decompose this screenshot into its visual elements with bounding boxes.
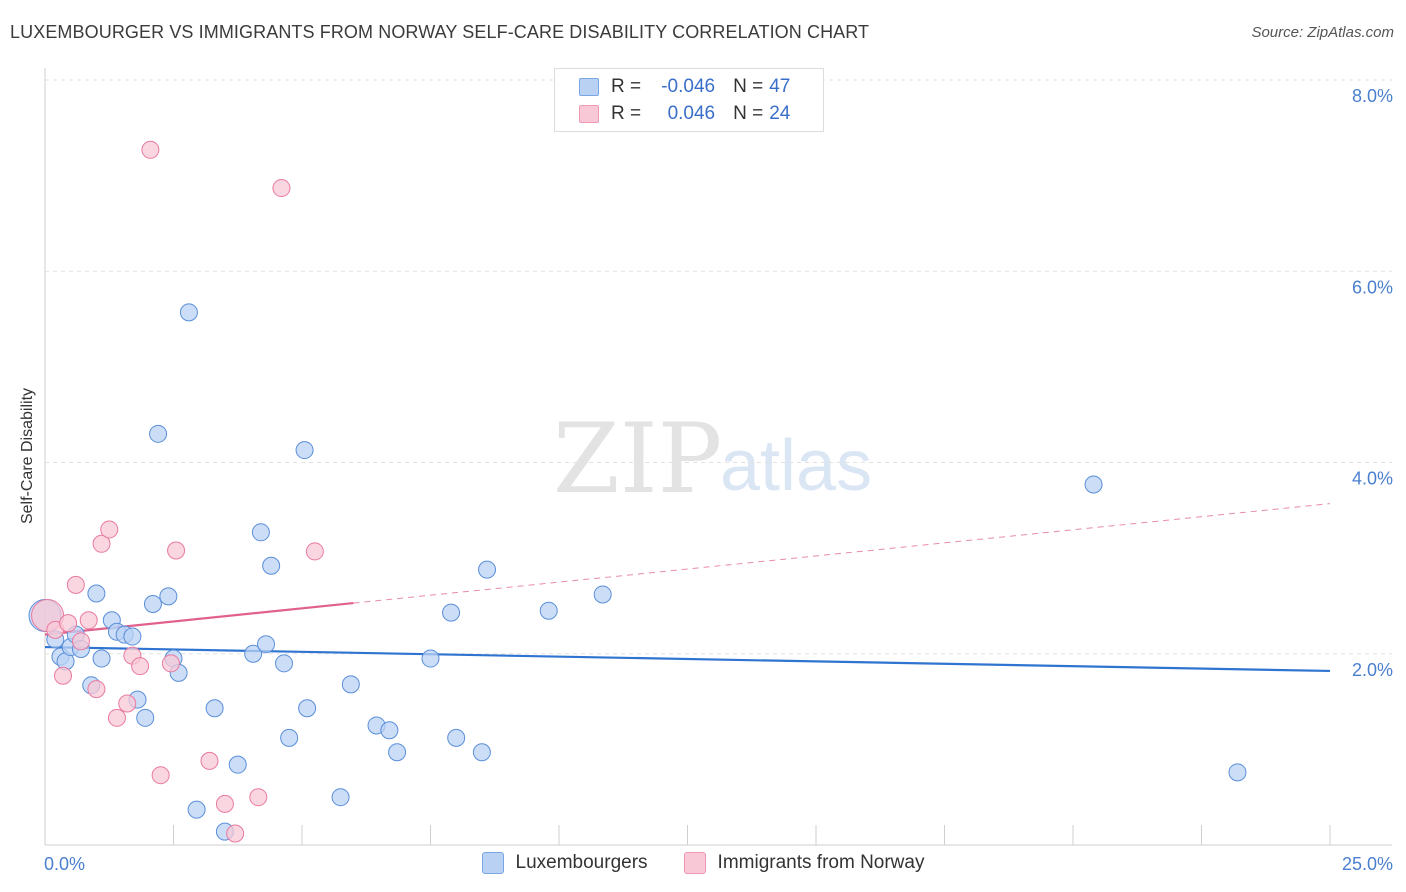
x-tick-label: 0.0% (44, 854, 85, 874)
data-point-luxembourgers (331, 788, 350, 807)
data-point-luxembourgers (539, 601, 558, 620)
data-point-luxembourgers (262, 556, 281, 575)
legend: Luxembourgers Immigrants from Norway (0, 852, 1406, 874)
data-point-luxembourgers (388, 743, 407, 762)
data-point-luxembourgers (478, 560, 497, 579)
data-points (28, 140, 1247, 843)
watermark: ZIP atlas (553, 403, 872, 515)
data-point-norway (151, 766, 170, 785)
axes (44, 68, 1392, 846)
n-value: 24 (769, 103, 791, 124)
data-point-norway (87, 680, 106, 699)
trend-extension-norway (353, 503, 1331, 604)
data-point-luxembourgers (341, 675, 360, 694)
data-point-norway (249, 788, 268, 807)
data-point-norway (107, 708, 126, 727)
data-point-norway (100, 520, 119, 539)
stats-swatch-luxembourgers (579, 78, 599, 96)
watermark-atlas: atlas (720, 426, 872, 506)
data-point-luxembourgers (228, 755, 247, 774)
legend-label: Immigrants from Norway (717, 852, 925, 873)
data-point-luxembourgers (298, 699, 317, 718)
data-point-luxembourgers (159, 587, 178, 606)
r-label: R = (611, 76, 642, 97)
data-point-norway (200, 751, 219, 770)
data-point-luxembourgers (244, 644, 263, 663)
y-tick-label: 4.0% (1352, 469, 1393, 489)
data-point-luxembourgers (472, 743, 491, 762)
data-point-norway (161, 654, 180, 673)
data-point-luxembourgers (380, 721, 399, 740)
data-point-luxembourgers (257, 635, 276, 654)
grid (45, 79, 1392, 655)
data-point-norway (305, 542, 324, 561)
data-point-norway (79, 611, 98, 630)
data-point-luxembourgers (275, 654, 294, 673)
watermark-zip: ZIP (553, 403, 722, 515)
trend-line-luxembourgers (44, 645, 1331, 673)
data-point-luxembourgers (1228, 763, 1247, 782)
data-point-norway (59, 614, 78, 633)
legend-label: Luxembourgers (515, 852, 648, 873)
y-tick-label: 6.0% (1352, 277, 1393, 297)
data-point-norway (272, 179, 291, 198)
stats-swatch-norway (579, 105, 599, 123)
stats-row-norway: R = 0.046 N = 24 (579, 99, 790, 129)
trend-line-norway (44, 601, 354, 636)
data-point-luxembourgers (143, 595, 162, 614)
data-point-norway (53, 666, 72, 685)
y-tick-label: 8.0% (1352, 86, 1393, 106)
data-point-luxembourgers (179, 303, 198, 322)
data-point-luxembourgers (187, 800, 206, 819)
y-tick-label: 2.0% (1352, 660, 1393, 680)
data-point-luxembourgers (136, 708, 155, 727)
data-point-luxembourgers (280, 728, 299, 747)
stats-row-luxembourgers: R = -0.046 N = 47 (579, 72, 790, 102)
data-point-luxembourgers (149, 424, 168, 443)
legend-swatch-norway (683, 852, 706, 874)
n-value: 47 (769, 76, 791, 97)
legend-item-luxembourgers[interactable]: Luxembourgers (481, 852, 648, 874)
data-point-norway (66, 575, 85, 594)
data-point-luxembourgers (447, 728, 466, 747)
r-label: R = (611, 103, 642, 124)
data-point-luxembourgers (421, 649, 440, 668)
data-point-luxembourgers (1084, 475, 1103, 494)
data-point-luxembourgers (251, 523, 270, 542)
data-point-norway (131, 657, 150, 676)
data-point-norway (167, 541, 186, 560)
chart-title: LUXEMBOURGER VS IMMIGRANTS FROM NORWAY S… (10, 22, 870, 42)
n-label: N = (733, 103, 764, 124)
tick-labels: 2.0% 4.0% 6.0% 8.0% 0.0% 25.0% (44, 86, 1393, 874)
legend-swatch-luxembourgers (481, 852, 504, 874)
data-point-luxembourgers (87, 584, 106, 603)
legend-item-norway[interactable]: Immigrants from Norway (683, 852, 925, 874)
data-point-luxembourgers (205, 699, 224, 718)
trend-lines (44, 503, 1331, 673)
data-point-luxembourgers (442, 603, 461, 622)
data-point-norway (92, 534, 111, 553)
r-value: -0.046 (661, 76, 716, 97)
data-point-luxembourgers (123, 627, 142, 646)
data-point-norway (215, 794, 234, 813)
source-label: Source: ZipAtlas.com (1251, 24, 1394, 41)
data-point-norway (71, 632, 90, 651)
r-value: 0.046 (667, 103, 716, 124)
correlation-stats-box: R = -0.046 N = 47 R = 0.046 N = 24 (554, 68, 824, 132)
data-point-norway (141, 140, 160, 159)
data-point-norway (118, 694, 137, 713)
data-point-luxembourgers (593, 585, 612, 604)
data-point-luxembourgers (295, 441, 314, 460)
data-point-norway (226, 824, 245, 843)
data-point-luxembourgers (92, 649, 111, 668)
x-tick-label: 25.0% (1342, 854, 1393, 874)
n-label: N = (733, 76, 764, 97)
